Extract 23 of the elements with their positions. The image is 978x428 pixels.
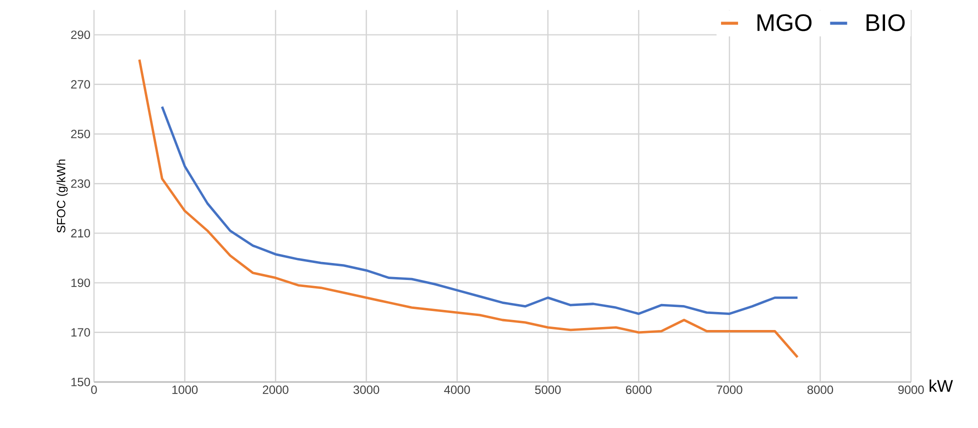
x-tick-label: 9000: [898, 386, 924, 394]
x-tick-label: 5000: [535, 386, 561, 394]
x-tick-label: 7000: [716, 386, 742, 394]
legend-label: MGO: [758, 14, 812, 32]
line-series: [160, 106, 799, 315]
x-tick-label: 4000: [444, 386, 470, 394]
y-tick-label: 230: [71, 179, 90, 188]
y-tick-label: 170: [71, 328, 90, 337]
x-axis-title: kW: [930, 380, 953, 392]
y-tick-label: 150: [71, 378, 90, 386]
legend-label: BIO: [866, 14, 905, 32]
x-tick-label: 6000: [626, 386, 652, 394]
y-tick-label: 270: [71, 80, 90, 89]
x-tick-label: 3000: [353, 386, 380, 394]
x-tick-label: 0: [91, 386, 97, 394]
y-tick-label: 210: [71, 228, 90, 238]
y-tick-label: 190: [71, 278, 90, 288]
y-tick-label: 290: [71, 30, 90, 40]
x-tick-label: 2000: [262, 386, 288, 394]
x-tick-label: 1000: [172, 386, 198, 394]
y-axis-title: SFOC (g/kWh: [56, 160, 68, 233]
y-tick-label: 250: [71, 130, 90, 138]
x-tick-label: 8000: [807, 386, 834, 394]
